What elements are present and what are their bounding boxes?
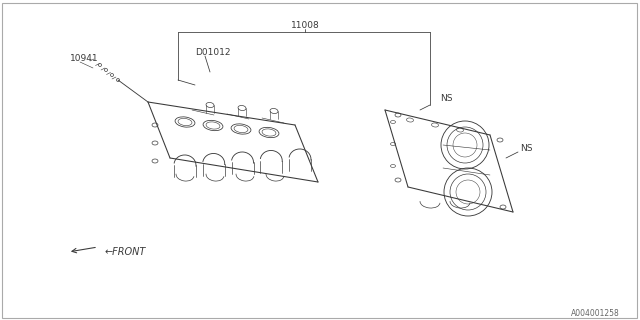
Text: ←FRONT: ←FRONT xyxy=(105,247,147,257)
Text: D01012: D01012 xyxy=(195,47,230,57)
Text: NS: NS xyxy=(520,143,532,153)
Text: 10941: 10941 xyxy=(70,53,99,62)
Text: A004001258: A004001258 xyxy=(572,309,620,318)
Text: NS: NS xyxy=(440,93,452,102)
Text: 11008: 11008 xyxy=(291,20,319,29)
